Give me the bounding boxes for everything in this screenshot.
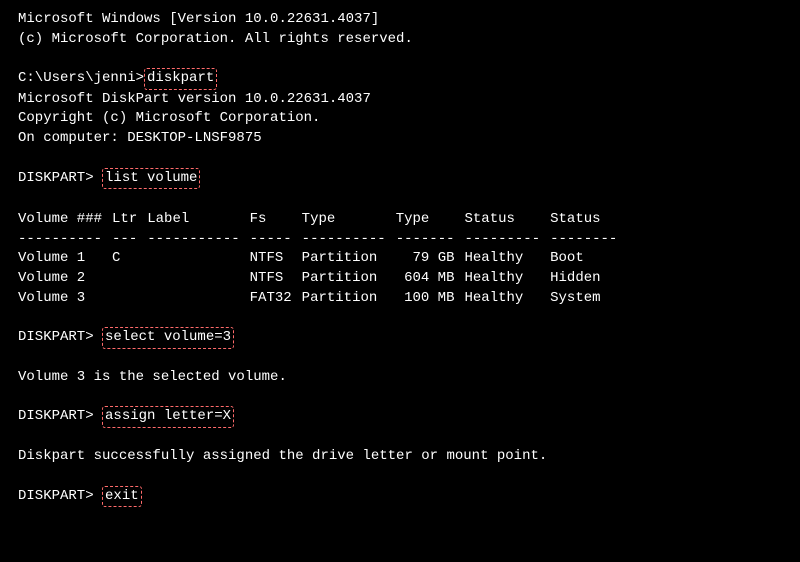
diskpart-prompt: DISKPART> <box>18 328 102 348</box>
command-diskpart: diskpart <box>144 68 217 90</box>
command-assign-letter: assign letter=X <box>102 406 234 428</box>
command-exit: exit <box>102 486 142 508</box>
cmd-prompt-2: DISKPART> list volume <box>18 168 782 190</box>
diskpart-intro-3: On computer: DESKTOP-LNSF9875 <box>18 129 782 149</box>
blank-line <box>18 387 782 406</box>
blank-line <box>18 428 782 447</box>
header-line-2: (c) Microsoft Corporation. All rights re… <box>18 30 782 50</box>
volume-table: Volume ### Ltr Label Fs Type Type Status… <box>18 210 627 308</box>
blank-line <box>18 349 782 368</box>
blank-line <box>18 467 782 486</box>
blank-line <box>18 308 782 327</box>
blank-line <box>18 49 782 68</box>
table-row: Volume 2 NTFS Partition 604 MB Healthy H… <box>18 269 627 289</box>
col-ltr: Ltr <box>112 210 147 230</box>
col-status: Status <box>465 210 551 230</box>
cmd-prompt-4: DISKPART> assign letter=X <box>18 406 782 428</box>
table-dash-row: ---------- --- ----------- ----- -------… <box>18 230 627 250</box>
diskpart-intro-1: Microsoft DiskPart version 10.0.22631.40… <box>18 90 782 110</box>
diskpart-prompt: DISKPART> <box>18 407 102 427</box>
col-volume: Volume ### <box>18 210 112 230</box>
table-header-row: Volume ### Ltr Label Fs Type Type Status… <box>18 210 627 230</box>
response-select: Volume 3 is the selected volume. <box>18 368 782 388</box>
blank-line <box>18 189 782 208</box>
col-size: Type <box>396 210 465 230</box>
col-type: Type <box>302 210 396 230</box>
table-row: Volume 1 C NTFS Partition 79 GB Healthy … <box>18 249 627 269</box>
response-assign: Diskpart successfully assigned the drive… <box>18 447 782 467</box>
col-label: Label <box>147 210 249 230</box>
diskpart-intro-2: Copyright (c) Microsoft Corporation. <box>18 109 782 129</box>
cmd-prompt-1: C:\Users\jenni>diskpart <box>18 68 782 90</box>
cmd-prompt-3: DISKPART> select volume=3 <box>18 327 782 349</box>
col-fs: Fs <box>250 210 302 230</box>
col-info: Status <box>550 210 627 230</box>
header-line-1: Microsoft Windows [Version 10.0.22631.40… <box>18 10 782 30</box>
blank-line <box>18 149 782 168</box>
cmd-prompt-5: DISKPART> exit <box>18 486 782 508</box>
prompt-prefix: C:\Users\jenni> <box>18 69 144 89</box>
diskpart-prompt: DISKPART> <box>18 169 102 189</box>
command-list-volume: list volume <box>102 168 200 190</box>
command-select-volume: select volume=3 <box>102 327 234 349</box>
table-row: Volume 3 FAT32 Partition 100 MB Healthy … <box>18 289 627 309</box>
diskpart-prompt: DISKPART> <box>18 487 102 507</box>
